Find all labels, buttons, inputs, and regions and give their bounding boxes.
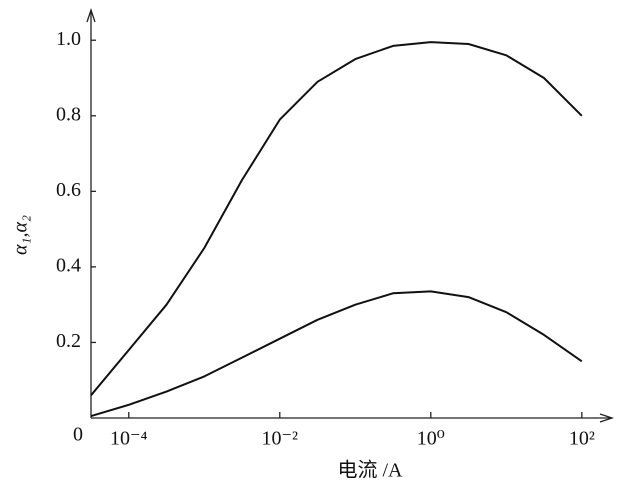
curve (90, 41, 583, 396)
y-tick-label: 0 (73, 424, 83, 446)
x-tick-label: 10⁰ (417, 428, 445, 450)
y-axis-arrow (86, 7, 96, 23)
y-tick-label: 0.6 (56, 179, 81, 201)
y-axis-label: α₁,α₂ (10, 215, 32, 255)
x-tick-label: 10⁻² (262, 428, 299, 450)
y-tick-label: 0.8 (56, 103, 81, 125)
y-tick-label: 0.4 (56, 254, 81, 276)
x-axis-label: 电流 /A (338, 459, 404, 482)
y-tick-label: 0.2 (56, 330, 81, 352)
x-axis-arrow (599, 413, 615, 423)
curve (90, 290, 583, 418)
x-tick-label: 10² (569, 428, 595, 450)
x-tick-label: 10⁻⁴ (110, 428, 148, 450)
y-tick-label: 1.0 (56, 28, 81, 50)
